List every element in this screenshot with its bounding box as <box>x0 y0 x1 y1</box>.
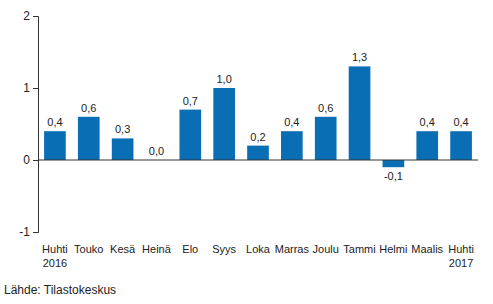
bar <box>247 146 269 160</box>
source: Lähde: Tilastokeskus <box>4 283 116 297</box>
data-label: 0,4 <box>47 116 62 128</box>
x-tick-label: Loka <box>246 243 271 255</box>
data-label: 0,6 <box>318 102 333 114</box>
x-tick-label: Joulu <box>313 243 339 255</box>
bar <box>44 131 66 160</box>
data-label: 0,7 <box>183 95 198 107</box>
data-labels: 0,4 0,6 0,3 0,0 0,7 1,0 0,2 0,4 0,6 1,3 -0,1 0,4 0,4 <box>47 51 468 182</box>
x-tick-label: Helmi <box>379 243 407 255</box>
data-label: -0,1 <box>384 170 403 182</box>
y-axis: -1 0 1 2 <box>19 9 38 239</box>
bar <box>416 131 438 160</box>
bar <box>112 138 134 160</box>
bar <box>179 110 201 160</box>
x-tick-label: Tammi <box>343 243 375 255</box>
bar <box>315 117 337 160</box>
x-tick-label: Huhti2016 <box>42 243 68 269</box>
data-label: 0,3 <box>115 123 130 135</box>
x-tick-label: Kesä <box>110 243 136 255</box>
x-tick-label: Marras <box>275 243 310 255</box>
y-tick-label: 0 <box>23 153 30 167</box>
bar <box>213 88 235 160</box>
y-tick: -1 <box>19 225 38 239</box>
bar <box>450 131 472 160</box>
data-label: 0,2 <box>250 131 265 143</box>
y-tick-mark <box>33 88 38 89</box>
data-label: 0,4 <box>453 116 468 128</box>
data-label: 0,4 <box>420 116 435 128</box>
data-label: 0,6 <box>81 102 96 114</box>
data-label: 0,4 <box>284 116 299 128</box>
x-tick-label: Touko <box>74 243 103 255</box>
y-tick: 0 <box>23 153 38 167</box>
x-tick-label: Elo <box>182 243 198 255</box>
bar <box>383 160 405 167</box>
y-tick-label: 1 <box>23 81 30 95</box>
bar <box>78 117 100 160</box>
bars <box>44 66 472 167</box>
chart: -1 0 1 2 Huhti2016 Touko Kesä Heinä Elo Syys Loka M… <box>0 0 493 304</box>
data-label: 1,3 <box>352 51 367 63</box>
y-tick-label: 2 <box>23 9 30 23</box>
bar <box>281 131 303 160</box>
data-label: 1,0 <box>217 73 232 85</box>
x-axis: Huhti2016 Touko Kesä Heinä Elo Syys Loka Marras… <box>42 243 474 269</box>
x-tick-label: Maalis <box>411 243 443 255</box>
data-label: 0,0 <box>149 145 164 157</box>
y-tick: 1 <box>23 81 38 95</box>
y-tick-mark <box>33 16 38 17</box>
baseline <box>38 160 478 161</box>
x-tick-label: Heinä <box>142 243 172 255</box>
y-tick-mark <box>33 160 38 161</box>
y-tick-label: -1 <box>19 225 30 239</box>
x-tick-label: Huhti2017 <box>448 243 474 269</box>
y-axis-line <box>33 17 39 233</box>
y-tick-mark <box>33 232 38 233</box>
bar <box>349 66 371 160</box>
y-tick: 2 <box>23 9 38 23</box>
x-tick-label: Syys <box>212 243 236 255</box>
